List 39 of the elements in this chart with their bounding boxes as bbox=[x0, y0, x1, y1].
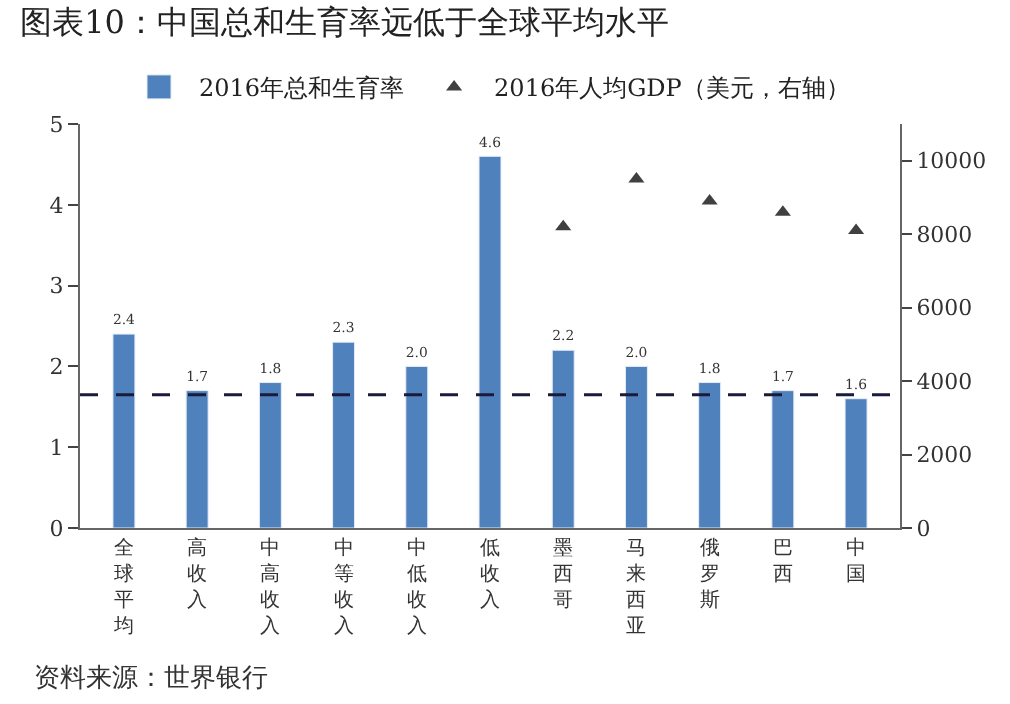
x-tick-label: 巴西 bbox=[772, 538, 793, 586]
y-tick-label: 5 bbox=[49, 111, 64, 138]
bar bbox=[478, 155, 502, 528]
y2-tick-label: 6000 bbox=[916, 295, 973, 322]
y2-tick-label: 8000 bbox=[916, 221, 973, 248]
y2-tick-label: 0 bbox=[916, 515, 931, 542]
x-tick-label: 全球平均 bbox=[111, 536, 134, 638]
y-tick-label: 4 bbox=[49, 192, 64, 219]
bar bbox=[112, 333, 136, 528]
y2-tick-label: 2000 bbox=[916, 442, 973, 469]
bar bbox=[844, 398, 868, 528]
legend-label: 2016年人均GDP（美元，右轴） bbox=[494, 74, 850, 103]
x-tick-label: 墨西哥 bbox=[553, 538, 574, 612]
y2-tick-label: 4000 bbox=[916, 368, 973, 395]
bar bbox=[258, 382, 282, 528]
text: 资料来源：世界银行 bbox=[34, 664, 268, 694]
bar bbox=[185, 390, 209, 528]
bar bbox=[405, 365, 429, 528]
point bbox=[555, 219, 572, 231]
y2-tick-label: 10000 bbox=[916, 148, 987, 175]
x-tick-label: 俄罗斯 bbox=[699, 536, 720, 612]
chart-title: 图表10：中国总和生育率远低于全球平均水平 bbox=[20, 2, 669, 41]
y-tick-label: 2 bbox=[49, 354, 64, 381]
bar bbox=[771, 390, 795, 528]
bar bbox=[332, 341, 356, 528]
bar bbox=[551, 349, 575, 528]
x-tick-label: 中等收入 bbox=[333, 536, 354, 638]
x-tick-label: 低收入 bbox=[480, 538, 500, 612]
x-tick-label: 高收入 bbox=[187, 536, 208, 612]
x-tick-label: 中高收入 bbox=[260, 536, 281, 638]
x-tick-label: 中低收入 bbox=[406, 536, 427, 638]
y-tick-label: 1 bbox=[49, 434, 64, 461]
bar bbox=[698, 382, 722, 528]
y-tick-label: 0 bbox=[49, 515, 64, 542]
y-tick-label: 3 bbox=[49, 273, 64, 300]
x-tick-label: 中国 bbox=[846, 536, 867, 586]
x-tick-label: 马来西亚 bbox=[626, 538, 647, 638]
legend-label: 2016年总和生育率 bbox=[199, 74, 405, 103]
bar bbox=[624, 365, 648, 528]
